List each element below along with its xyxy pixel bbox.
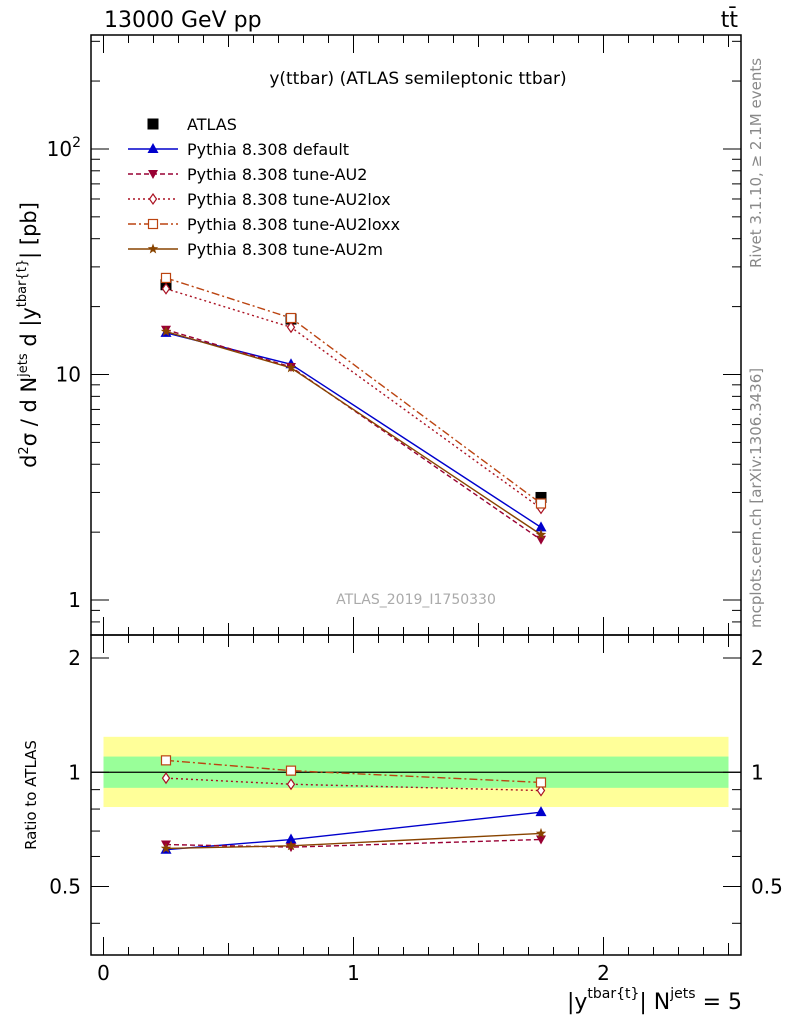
- analysis-id-label: ATLAS_2019_I1750330: [336, 592, 496, 608]
- main-x-ticks: [103, 35, 729, 635]
- ratio-series-point: [160, 842, 172, 853]
- series-line: [165, 288, 542, 509]
- series-point: [285, 312, 297, 324]
- ratio-x-ticks: 0 1 2: [97, 635, 729, 985]
- main-y-tick-label: 10: [56, 363, 81, 387]
- ratio-series-point: [161, 772, 171, 785]
- ratio-series-point: [535, 806, 547, 817]
- ratio-series-line: [165, 838, 542, 848]
- ratio-y-tick-label-right: 1: [751, 760, 764, 784]
- series-line: [165, 330, 542, 536]
- ratio-x-axis-label: |ytbar{t}| Njets = 5: [567, 986, 742, 1015]
- series-line: [165, 332, 542, 528]
- legend-marker: [147, 143, 159, 153]
- main-title: y(ttbar) (ATLAS semileptonic ttbar): [269, 69, 566, 89]
- legend-label: ATLAS: [187, 115, 237, 134]
- legend-label: Pythia 8.308 tune-AU2m: [187, 240, 383, 259]
- main-series: [160, 272, 547, 545]
- series-point: [535, 529, 547, 540]
- series-point: [535, 498, 547, 509]
- ratio-series-point: [285, 765, 297, 776]
- legend-marker: [148, 170, 158, 179]
- process-label: tt̄: [721, 7, 739, 33]
- series-point: [285, 362, 297, 373]
- ratio-series-point: [536, 835, 546, 845]
- legend-marker: [147, 118, 159, 130]
- series-point: [161, 282, 171, 295]
- legend-marker: [147, 218, 159, 230]
- ratio-panel: 0.5 0.5 1 1 2 2 0 1 2 Ratio to ATLAS |ytbar{t}|…: [22, 634, 783, 1015]
- ratio-series-point: [285, 840, 297, 851]
- legend-label: Pythia 8.308 tune-AU2loxx: [187, 215, 400, 234]
- ratio-series-point: [535, 827, 547, 838]
- legend-label: Pythia 8.308 tune-AU2: [187, 165, 367, 184]
- ratio-series-point: [536, 784, 546, 797]
- main-y-tick-label: 1: [68, 588, 81, 612]
- series-point: [160, 272, 172, 284]
- energy-label: 13000 GeV pp: [104, 8, 262, 33]
- main-y-ticks: 1 10 102: [47, 40, 741, 636]
- ratio-series-line: [165, 759, 542, 784]
- rivet-label: Rivet 3.1.10, ≥ 2.1M events: [747, 58, 765, 268]
- ratio-y-tick-label: 2: [68, 646, 81, 670]
- series-line: [165, 329, 542, 541]
- ratio-series-point: [285, 833, 297, 844]
- ratio-y-tick-label: 1: [68, 760, 81, 784]
- series-line: [165, 277, 542, 505]
- ratio-bands: [91, 736, 741, 808]
- ratio-y-tick-label: 0.5: [49, 875, 81, 899]
- ratio-series-point: [286, 778, 296, 791]
- legend-marker: [148, 192, 158, 206]
- ratio-y-axis-label: Ratio to ATLAS: [22, 740, 40, 850]
- ratio-plot-frame: [90, 634, 742, 956]
- legend: ATLAS Pythia 8.308 default Pythia 8.308 tu…: [128, 115, 400, 259]
- ratio-x-tick-label: 2: [597, 961, 610, 985]
- main-y-axis-label: d2σ / d Njets d |ytbar{t}| [pb]: [15, 202, 42, 468]
- ratio-y-tick-label-right: 2: [751, 646, 764, 670]
- ratio-y-tick-label-right: 0.5: [751, 875, 783, 899]
- series-point: [536, 535, 546, 545]
- ratio-series-line: [165, 811, 542, 851]
- source-label: mcplots.cern.ch [arXiv:1306.3436]: [747, 368, 765, 628]
- atlas-data-point: [535, 491, 547, 503]
- main-panel: 1 10 102 y(ttbar) (ATLAS semileptonic ttba…: [15, 34, 742, 636]
- ratio-series-point: [160, 755, 172, 766]
- legend-label: Pythia 8.308 tune-AU2lox: [187, 190, 391, 209]
- ratio-x-tick-label: 0: [97, 961, 110, 985]
- ratio-x-tick-label: 1: [347, 961, 360, 985]
- ratio-series-point: [535, 777, 547, 788]
- series-point: [286, 321, 296, 334]
- series-point: [160, 326, 172, 337]
- main-y-tick-label: 102: [47, 135, 81, 161]
- ratio-series: [160, 755, 547, 854]
- series-point: [535, 521, 547, 532]
- legend-marker: [147, 243, 159, 254]
- ratio-y-ticks: 0.5 0.5 1 1 2 2: [49, 646, 783, 924]
- legend-label: Pythia 8.308 default: [187, 140, 349, 159]
